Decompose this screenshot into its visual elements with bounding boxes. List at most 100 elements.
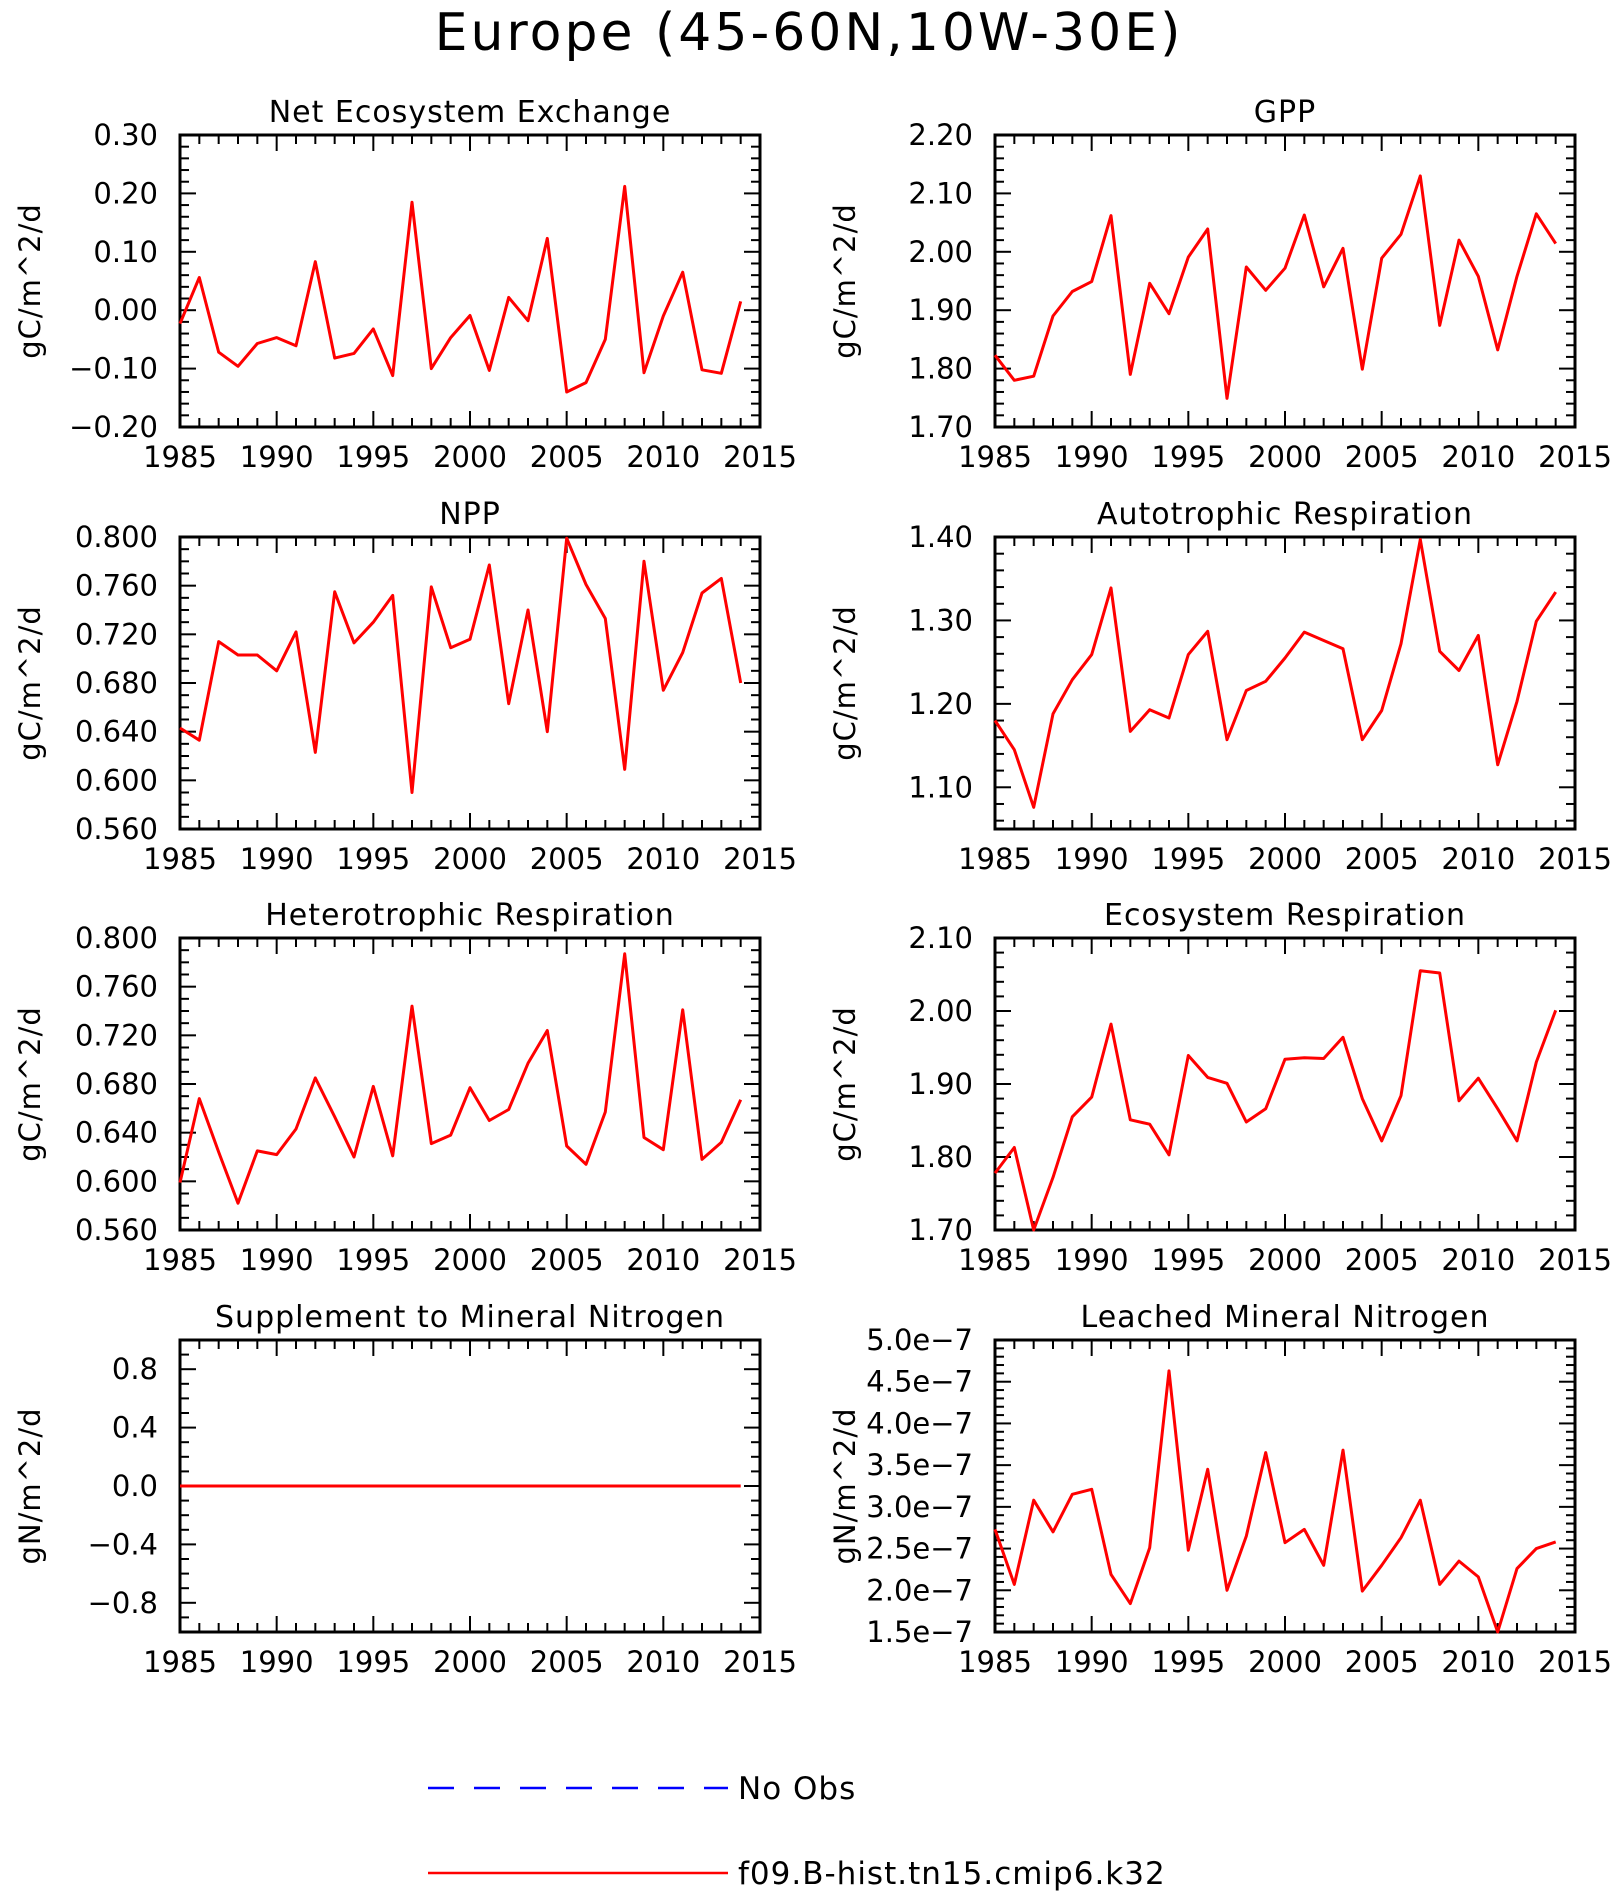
- x-tick-label: 1995: [336, 1243, 410, 1277]
- y-axis-label: gN/m^2/d: [13, 1407, 47, 1564]
- x-tick-label: 2005: [1345, 1645, 1419, 1679]
- panel-1: Net Ecosystem Exchange 1985 1990 1995 2000 20…: [13, 95, 797, 474]
- plot-frame: [178, 535, 762, 831]
- y-tick-label: 3.0e−7: [866, 1490, 973, 1524]
- plot-frame: [993, 535, 1577, 831]
- x-tick-label: 2010: [1441, 842, 1515, 876]
- x-tick-label: 2015: [723, 842, 797, 876]
- x-tick-label: 2010: [1441, 1243, 1515, 1277]
- panel-title: NPP: [439, 497, 501, 532]
- y-tick-label: 0.30: [93, 118, 158, 152]
- y-tick-label: 1.90: [908, 293, 973, 327]
- series-line: [993, 969, 1558, 1232]
- x-tick-label: 2010: [626, 1243, 700, 1277]
- series-line: [993, 538, 1557, 809]
- panel-title: Net Ecosystem Exchange: [269, 95, 672, 130]
- x-tick-label: 1985: [958, 440, 1032, 474]
- x-tick-label: 2010: [626, 440, 700, 474]
- y-tick-label: 0.640: [75, 715, 158, 749]
- y-tick-label: 2.10: [908, 921, 973, 955]
- x-tick-label: 1985: [143, 842, 217, 876]
- x-tick-label: 2010: [1441, 1645, 1515, 1679]
- x-tick-label: 2005: [530, 842, 604, 876]
- x-tick-label: 2005: [530, 1243, 604, 1277]
- panels: Net Ecosystem Exchange 1985 1990 1995 2000 20…: [13, 95, 1612, 1679]
- x-tick-label: 1995: [1151, 440, 1225, 474]
- series-line: [178, 952, 743, 1205]
- plot-frame: [993, 936, 1577, 1232]
- x-tick-label: 1985: [958, 1645, 1032, 1679]
- x-tick-label: 2005: [1345, 440, 1419, 474]
- x-tick-label: 1995: [1151, 842, 1225, 876]
- y-tick-label: 0.10: [93, 235, 158, 269]
- plot-frame: [993, 1338, 1577, 1634]
- legend-label-model: f09.B-hist.tn15.cmip6.k32: [738, 1856, 1166, 1892]
- x-tick-label: 1985: [143, 1243, 217, 1277]
- plot-frame: [178, 133, 762, 429]
- x-tick-label: 2005: [1345, 1243, 1419, 1277]
- y-axis-label: gC/m^2/d: [828, 203, 862, 359]
- x-tick-label: 2015: [723, 440, 797, 474]
- y-tick-label: 0.760: [75, 970, 158, 1004]
- legend-label-no-obs: No Obs: [738, 1771, 856, 1807]
- y-tick-label: 0.720: [75, 1018, 158, 1052]
- y-axis-label: gN/m^2/d: [828, 1407, 862, 1564]
- x-tick-label: 1985: [143, 1645, 217, 1679]
- x-tick-label: 2000: [433, 1645, 507, 1679]
- y-axis-label: gC/m^2/d: [13, 605, 47, 761]
- x-tick-label: 1990: [240, 842, 314, 876]
- x-tick-label: 1990: [1055, 440, 1129, 474]
- y-tick-label: 4.5e−7: [866, 1365, 973, 1399]
- panel-8: Leached Mineral Nitrogen 1985 1990 1995 2000…: [828, 1300, 1612, 1679]
- series-line: [993, 1369, 1557, 1634]
- x-tick-label: 1985: [143, 440, 217, 474]
- series-line: [993, 174, 1557, 400]
- y-tick-label: 0.640: [75, 1116, 158, 1150]
- panel-title: Leached Mineral Nitrogen: [1081, 1300, 1490, 1335]
- x-tick-label: 2015: [723, 1243, 797, 1277]
- x-tick-label: 2015: [1538, 842, 1612, 876]
- panel-6: Ecosystem Respiration 1985 1990 1995 2000 200…: [828, 898, 1612, 1277]
- x-tick-label: 2000: [1248, 1645, 1322, 1679]
- y-tick-label: 1.5e−7: [866, 1615, 973, 1649]
- x-tick-label: 1990: [240, 1243, 314, 1277]
- panel-2: GPP 1985 1990 1995 2000 2005 2010 2015 1.70 1.80 1…: [828, 95, 1612, 474]
- y-tick-label: 2.20: [908, 118, 973, 152]
- x-tick-label: 2015: [1538, 1645, 1612, 1679]
- panel-title: Autotrophic Respiration: [1097, 497, 1473, 532]
- y-tick-label: 2.5e−7: [866, 1532, 973, 1566]
- panel-title: Ecosystem Respiration: [1104, 898, 1466, 933]
- y-tick-label: −0.20: [69, 410, 158, 444]
- x-tick-label: 1985: [958, 1243, 1032, 1277]
- x-tick-label: 2005: [530, 1645, 604, 1679]
- x-tick-label: 1985: [958, 842, 1032, 876]
- y-axis-label: gC/m^2/d: [828, 605, 862, 761]
- y-tick-label: 1.20: [908, 687, 973, 721]
- x-tick-label: 1990: [240, 1645, 314, 1679]
- y-tick-label: 0.680: [75, 1067, 158, 1101]
- x-tick-label: 2000: [1248, 440, 1322, 474]
- y-tick-label: 2.00: [908, 994, 973, 1028]
- x-tick-label: 2010: [1441, 440, 1515, 474]
- y-tick-label: 3.5e−7: [866, 1448, 973, 1482]
- legend: No Obs f09.B-hist.tn15.cmip6.k32: [428, 1771, 1166, 1892]
- y-tick-label: 1.40: [908, 520, 973, 554]
- panel-4: Autotrophic Respiration 1985 1990 1995 2000 2…: [828, 497, 1612, 876]
- x-tick-label: 1995: [1151, 1243, 1225, 1277]
- y-tick-label: 1.80: [908, 1140, 973, 1174]
- y-tick-label: 0.600: [75, 763, 158, 797]
- y-tick-label: −0.4: [88, 1527, 158, 1561]
- y-tick-label: 0.760: [75, 569, 158, 603]
- y-axis-label: gC/m^2/d: [828, 1006, 862, 1162]
- x-tick-label: 1990: [1055, 1243, 1129, 1277]
- x-tick-label: 2000: [1248, 1243, 1322, 1277]
- x-tick-label: 1995: [336, 842, 410, 876]
- series-line: [178, 184, 743, 394]
- x-tick-label: 2015: [1538, 440, 1612, 474]
- y-tick-label: 0.720: [75, 617, 158, 651]
- panel-3: NPP 1985 1990 1995 2000 2005 2010 2015 0.560 0.60…: [13, 497, 797, 876]
- y-tick-label: 1.30: [908, 603, 973, 637]
- panel-title: GPP: [1254, 95, 1316, 130]
- y-tick-label: 1.80: [908, 352, 973, 386]
